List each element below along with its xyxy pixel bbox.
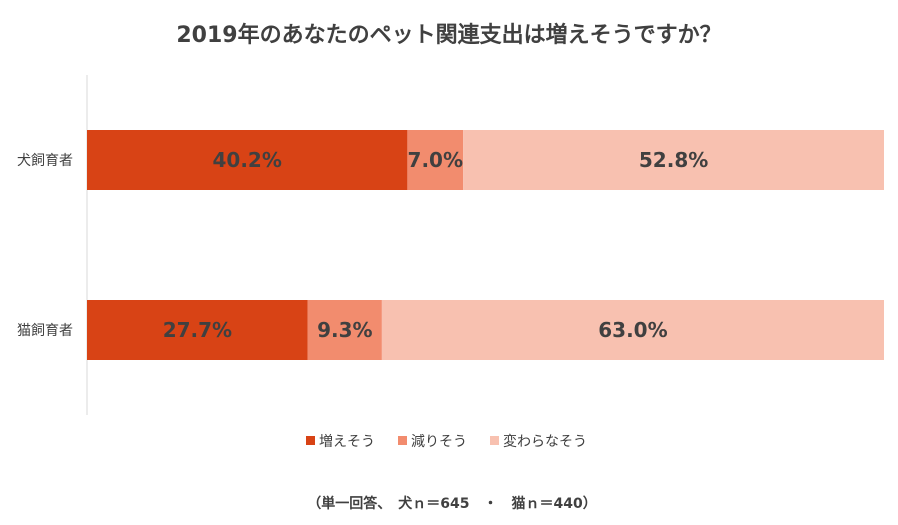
data-label-0-0: 40.2%: [213, 148, 282, 172]
bar-segment-0-0: [87, 130, 408, 190]
bar-segment-1-1: [307, 300, 382, 360]
sample-note: （単一回答、 犬ｎ＝645 ・ 猫ｎ＝440）: [307, 495, 596, 512]
bar-segment-1-2: [381, 300, 884, 360]
chart-title: 2019年のあなたのペット関連支出は増えそうですか？: [176, 22, 721, 48]
legend-swatch-2: [490, 436, 499, 445]
category-label-0: 犬飼育者: [17, 153, 73, 169]
data-label-1-2: 63.0%: [598, 318, 667, 342]
legend-label-0: 増えそう: [319, 434, 375, 450]
legend-swatch-1: [398, 436, 407, 445]
legend-label-1: 減りそう: [411, 433, 467, 450]
data-label-0-1: 7.0%: [408, 148, 463, 172]
data-label-1-1: 9.3%: [317, 318, 372, 342]
bar-segment-0-1: [407, 130, 464, 190]
bar-group: 40.2% 7.0% 52.8% 27.7% 9.3% 63.0%: [87, 130, 884, 360]
data-label-1-0: 27.7%: [163, 318, 232, 342]
bar-segment-1-0: [87, 300, 308, 360]
legend: 増えそう 減りそう 変わらなそう: [306, 433, 587, 450]
legend-label-2: 変わらなそう: [503, 433, 587, 450]
legend-swatch-0: [306, 436, 315, 445]
data-label-0-2: 52.8%: [639, 148, 708, 172]
category-label-1: 猫飼育者: [17, 323, 73, 339]
bar-segment-0-2: [463, 130, 884, 190]
